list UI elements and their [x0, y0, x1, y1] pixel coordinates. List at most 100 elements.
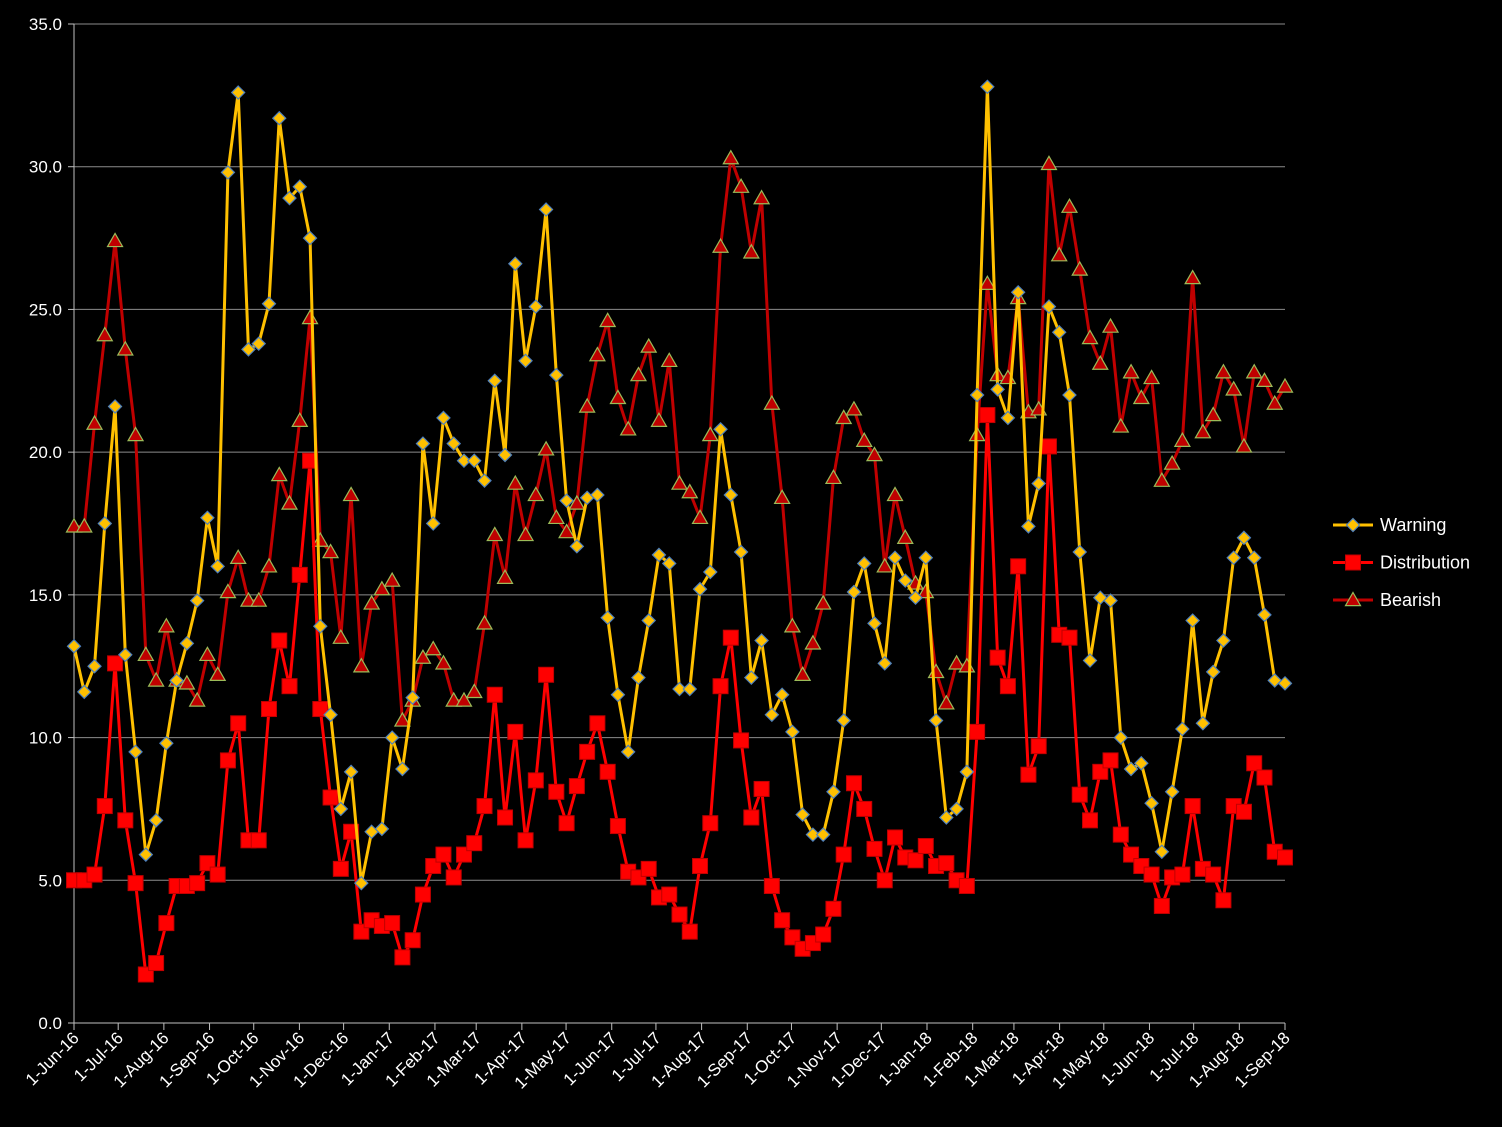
data-point-distribution	[158, 915, 175, 932]
data-point-distribution	[1235, 803, 1252, 820]
data-point-bearish	[229, 549, 247, 564]
data-point-warning	[887, 550, 903, 566]
data-point-warning	[220, 165, 236, 180]
data-point-warning	[559, 493, 574, 509]
data-point-bearish	[342, 486, 360, 502]
data-point-distribution	[743, 809, 760, 826]
data-point-warning	[117, 647, 133, 663]
data-point-warning	[128, 744, 143, 760]
data-point-warning	[1072, 544, 1088, 560]
data-point-warning	[282, 190, 297, 206]
data-point-warning	[548, 367, 564, 383]
data-point-warning	[908, 590, 923, 606]
data-point-distribution	[1112, 826, 1129, 843]
y-tick-label: 20.0	[29, 443, 62, 462]
y-tick-label: 30.0	[29, 158, 62, 177]
data-point-bearish	[147, 671, 165, 687]
data-point-warning	[661, 556, 677, 571]
data-point-bearish	[116, 340, 134, 356]
data-point-distribution	[866, 840, 883, 857]
data-point-warning	[487, 373, 503, 389]
data-point-distribution	[1246, 755, 1263, 772]
legend-label: Warning	[1380, 515, 1446, 535]
data-point-distribution	[497, 809, 514, 826]
data-point-warning	[1267, 673, 1283, 688]
legend-item-warning: Warning	[1333, 515, 1446, 535]
data-point-warning	[251, 336, 267, 352]
data-point-bearish	[1266, 394, 1284, 410]
data-point-bearish	[373, 580, 391, 596]
data-point-distribution	[209, 866, 226, 883]
data-point-distribution	[558, 815, 575, 832]
data-point-distribution	[466, 835, 483, 852]
data-point-bearish	[660, 352, 678, 368]
data-point-bearish	[280, 494, 299, 510]
data-point-bearish	[291, 412, 309, 427]
data-point-warning	[456, 453, 472, 469]
data-point-bearish	[1194, 423, 1212, 439]
data-point-bearish	[783, 617, 801, 633]
data-point-warning	[1164, 784, 1180, 800]
data-point-bearish	[804, 634, 822, 650]
data-point-bearish	[896, 529, 914, 544]
data-point-bearish	[127, 426, 145, 442]
data-point-distribution	[876, 872, 893, 889]
data-point-warning	[805, 827, 821, 842]
data-point-distribution	[907, 852, 924, 869]
data-point-bearish	[1040, 155, 1058, 171]
data-point-distribution	[979, 407, 996, 424]
data-point-warning	[764, 707, 780, 723]
data-point-warning	[969, 387, 985, 403]
data-point-bearish	[681, 483, 699, 499]
data-point-bearish	[96, 326, 114, 342]
data-point-warning	[302, 230, 318, 246]
data-point-bearish	[65, 517, 83, 533]
data-point-warning	[959, 764, 975, 780]
data-point-bearish	[558, 523, 576, 539]
data-point-warning	[1051, 324, 1067, 340]
data-point-bearish	[496, 569, 514, 584]
data-point-bearish	[393, 711, 411, 727]
data-point-distribution	[969, 723, 986, 740]
data-point-bearish	[1050, 246, 1068, 262]
data-point-bearish	[434, 654, 452, 670]
data-point-warning	[877, 656, 893, 671]
data-point-distribution	[589, 715, 606, 732]
data-point-distribution	[1256, 769, 1273, 786]
data-point-distribution	[958, 877, 975, 894]
data-point-warning	[395, 761, 410, 777]
data-point-bearish	[865, 446, 884, 462]
data-point-distribution	[384, 915, 401, 932]
data-point-distribution	[1205, 866, 1222, 883]
data-point-warning	[148, 812, 164, 828]
data-point-bearish	[1122, 363, 1140, 379]
data-point-distribution	[568, 778, 585, 795]
data-point-bearish	[424, 640, 442, 656]
data-point-warning	[343, 764, 359, 780]
data-point-warning	[538, 202, 554, 217]
data-point-distribution	[302, 452, 319, 469]
data-point-bearish	[1184, 269, 1202, 285]
data-point-warning	[436, 410, 451, 426]
data-point-bearish	[250, 591, 268, 607]
data-point-distribution	[845, 775, 862, 792]
data-point-warning	[1021, 519, 1036, 534]
data-point-bearish	[978, 275, 996, 290]
data-point-distribution	[414, 886, 431, 903]
data-point-distribution	[640, 860, 657, 877]
data-point-bearish	[712, 237, 730, 253]
data-point-warning	[76, 684, 92, 700]
data-point-distribution	[1040, 438, 1057, 455]
data-point-distribution	[219, 752, 236, 769]
data-point-bearish	[1102, 317, 1120, 333]
data-point-warning	[743, 670, 759, 685]
data-point-bearish	[1255, 372, 1274, 388]
data-point-bearish	[588, 346, 606, 362]
data-point-warning	[702, 564, 718, 580]
data-point-distribution	[774, 912, 791, 929]
data-point-distribution	[404, 932, 421, 949]
data-point-warning	[374, 821, 390, 837]
data-point-distribution	[260, 701, 277, 718]
data-point-warning	[507, 256, 523, 272]
data-point-bearish	[506, 474, 524, 490]
